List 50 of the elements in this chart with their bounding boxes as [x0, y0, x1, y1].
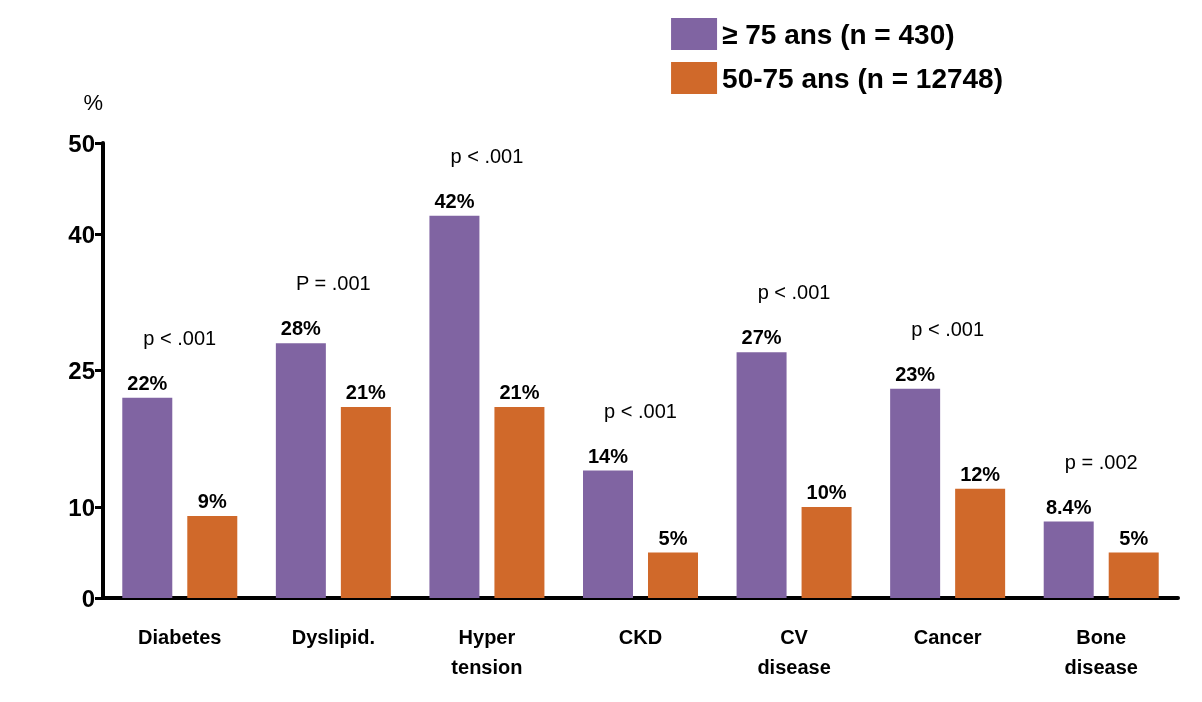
y-tick-label: 40 — [68, 220, 95, 248]
data-label: 27% — [741, 326, 782, 349]
bar — [890, 388, 941, 598]
bar — [122, 397, 173, 598]
x-tick-label: Cancer — [913, 626, 982, 648]
annotation: p < .001 — [143, 326, 217, 349]
legend-label: 50-75 ans (n = 12748) — [722, 62, 1004, 94]
bar — [1043, 521, 1094, 598]
bar — [736, 352, 787, 598]
y-axis-title: % — [83, 89, 103, 115]
y-tick-label: 25 — [68, 357, 95, 384]
bar — [429, 215, 480, 598]
annotation: p < .001 — [757, 281, 831, 304]
bar — [275, 343, 326, 598]
data-label: 22% — [127, 371, 168, 394]
bar — [801, 507, 852, 598]
bar — [648, 552, 698, 598]
data-label: 21% — [345, 380, 387, 403]
legend-label: ≥ 75 ans (n = 430) — [722, 18, 955, 50]
annotation: p = .002 — [1064, 450, 1138, 473]
bar — [1108, 552, 1159, 598]
annotation: P = .001 — [296, 272, 371, 295]
data-label: 5% — [658, 526, 688, 549]
data-label: 5% — [1119, 526, 1149, 549]
x-tick-label: CV disease — [757, 626, 831, 678]
data-label: 9% — [197, 490, 227, 513]
annotation: p < .001 — [450, 144, 524, 167]
data-label: 12% — [960, 462, 1001, 485]
bar — [340, 406, 391, 598]
x-tick-label: Dyslipid. — [291, 626, 376, 648]
x-tick-label: Bone disease — [1064, 626, 1138, 678]
data-label: 8.4% — [1045, 495, 1092, 518]
x-tick-label: Diabetes — [138, 626, 222, 648]
data-label: 14% — [587, 444, 629, 467]
y-tick-label: 50 — [68, 129, 95, 157]
data-label: 23% — [895, 362, 936, 385]
y-tick-label: 10 — [68, 493, 95, 521]
bar — [583, 470, 633, 598]
y-tick-label: 0 — [81, 584, 95, 612]
data-label: 10% — [806, 481, 847, 503]
data-label: 21% — [499, 380, 540, 403]
annotation: p < .001 — [604, 399, 677, 422]
x-tick-label: CKD — [618, 626, 663, 648]
bar — [494, 406, 545, 598]
data-label: 42% — [434, 189, 475, 212]
data-label: 28% — [280, 317, 322, 340]
bar — [187, 516, 238, 598]
x-tick-label: Hyper tension — [451, 626, 523, 678]
bar — [955, 488, 1006, 598]
annotation: p < .001 — [911, 317, 985, 340]
